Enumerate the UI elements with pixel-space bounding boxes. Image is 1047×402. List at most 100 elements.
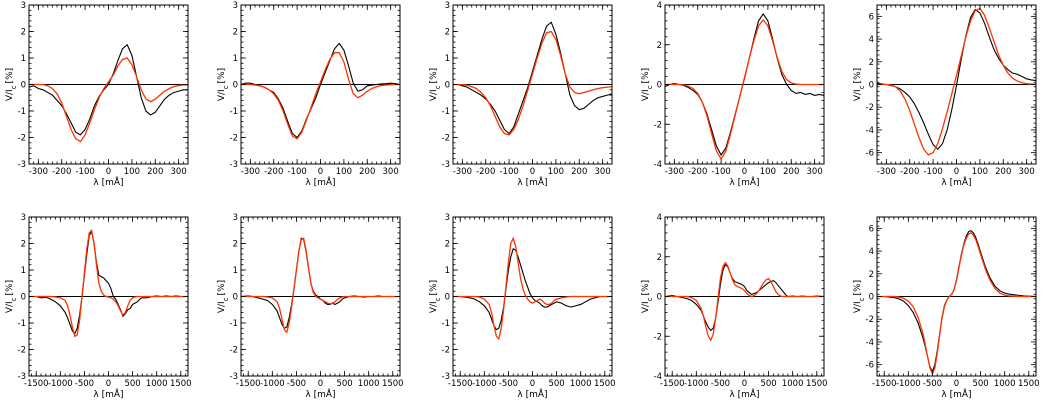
x-tick-label: 300 — [595, 167, 611, 177]
x-tick-label: 1500 — [1018, 379, 1040, 389]
y-tick-label: -2 — [442, 134, 450, 144]
x-tick-label: 500 — [336, 379, 352, 389]
x-tick-label: -1500 — [236, 379, 261, 389]
y-tick-label: 6 — [869, 12, 874, 22]
x-tick-label: -200 — [900, 167, 919, 177]
x-tick-label: 1000 — [358, 379, 380, 389]
model-profile-line — [453, 236, 612, 341]
x-tick-label: 200 — [359, 167, 375, 177]
chart-panel-5: -300 -200 -100 0 100 200 300 -6 -4 -2 0 2 4 6 λ [mÅ] V/… — [853, 4, 1037, 188]
y-tick-label: -2 — [442, 346, 450, 356]
y-tick-label: -1 — [18, 107, 26, 117]
x-tick-label: 1500 — [806, 379, 828, 389]
x-tick-label: 0 — [954, 167, 959, 177]
x-tick-label: 100 — [336, 167, 352, 177]
x-tick-label: -1000 — [472, 379, 497, 389]
x-tick-label: 1500 — [170, 379, 192, 389]
y-tick-label: -2 — [866, 315, 874, 325]
y-axis-label: V/Ic[%] — [217, 280, 230, 313]
x-tick-label: -500 — [923, 379, 942, 389]
y-tick-label: 3 — [21, 213, 26, 223]
x-tick-label: 300 — [383, 167, 399, 177]
y-tick-label: 0 — [445, 293, 450, 303]
y-axis-label: V/Ic[%] — [853, 68, 866, 101]
y-tick-label: 2 — [445, 240, 450, 250]
y-axis-label: V/Ic[%] — [5, 280, 18, 313]
x-tick-label: 1500 — [594, 379, 616, 389]
x-tick-label: -500 — [75, 379, 94, 389]
chart-panel-1: -300 -200 -100 0 100 200 300 -3 -2 -1 0 1 2 3 λ [mÅ] V/… — [5, 1, 189, 188]
y-tick-label: -2 — [866, 103, 874, 113]
observed-profile-line — [29, 43, 188, 136]
y-tick-label: -2 — [18, 134, 26, 144]
x-tick-label: 1000 — [146, 379, 168, 389]
x-tick-label: 200 — [571, 167, 587, 177]
observed-profile-line — [877, 229, 1036, 373]
y-tick-label: -6 — [866, 149, 874, 159]
observed-profile-line — [29, 230, 188, 335]
x-tick-label: -100 — [287, 167, 306, 177]
x-tick-label: -1500 — [24, 379, 49, 389]
y-axis-label: V/Ic[%] — [429, 68, 442, 101]
y-tick-label: 2 — [869, 270, 874, 280]
y-tick-label: -4 — [654, 160, 662, 170]
y-tick-label: 0 — [445, 81, 450, 91]
x-tick-label: 1500 — [382, 379, 404, 389]
y-tick-label: 1 — [445, 266, 450, 276]
y-tick-label: -1 — [18, 319, 26, 329]
y-tick-label: 1 — [233, 54, 238, 64]
x-axis-label: λ [mÅ] — [517, 388, 547, 400]
x-tick-label: -200 — [688, 167, 707, 177]
y-tick-label: -6 — [866, 361, 874, 371]
y-tick-label: 0 — [657, 293, 662, 303]
y-tick-label: 2 — [233, 240, 238, 250]
y-axis-label: V/Ic[%] — [217, 68, 230, 101]
y-axis-label: V/Ic[%] — [5, 68, 18, 101]
model-profile-line — [665, 261, 824, 342]
x-tick-label: 100 — [760, 167, 776, 177]
y-tick-label: 2 — [657, 41, 662, 51]
x-tick-label: -1000 — [896, 379, 921, 389]
model-profile-line — [453, 30, 612, 136]
y-tick-label: 0 — [657, 81, 662, 91]
model-profile-line — [29, 228, 188, 338]
x-tick-label: 0 — [530, 167, 535, 177]
x-axis-label: λ [mÅ] — [941, 176, 971, 188]
y-tick-label: 1 — [21, 266, 26, 276]
x-tick-label: 0 — [106, 379, 111, 389]
chart-panel-3: -300 -200 -100 0 100 200 300 -3 -2 -1 0 1 2 3 λ [mÅ] V/… — [429, 1, 613, 188]
x-axis-label: λ [mÅ] — [941, 388, 971, 400]
chart-panel-8: -1500 -1000 -500 0 500 1000 1500 -3 -2 -1 0 1 2 3 λ [m… — [429, 213, 616, 400]
chart-panel-2: -300 -200 -100 0 100 200 300 -3 -2 -1 0 1 2 3 λ [mÅ] V/… — [217, 1, 401, 188]
x-tick-label: 500 — [548, 379, 564, 389]
y-tick-label: 0 — [21, 81, 26, 91]
y-tick-label: -3 — [442, 160, 450, 170]
x-tick-label: -100 — [75, 167, 94, 177]
x-tick-label: 0 — [742, 379, 747, 389]
x-tick-label: -300 — [453, 167, 472, 177]
y-tick-label: 0 — [233, 81, 238, 91]
y-axis-label: V/Ic[%] — [641, 280, 654, 313]
x-tick-label: 100 — [548, 167, 564, 177]
observed-profile-line — [453, 21, 612, 135]
y-tick-label: -3 — [230, 160, 238, 170]
y-tick-label: 2 — [869, 58, 874, 68]
y-tick-label: 2 — [445, 28, 450, 38]
x-tick-label: -200 — [52, 167, 71, 177]
y-tick-label: -3 — [18, 372, 26, 382]
x-tick-label: -200 — [476, 167, 495, 177]
x-axis-label: λ [mÅ] — [305, 176, 335, 188]
y-tick-label: 2 — [657, 253, 662, 263]
y-tick-label: -4 — [654, 372, 662, 382]
x-tick-label: -300 — [241, 167, 260, 177]
y-tick-label: 4 — [869, 35, 874, 45]
x-tick-label: -1000 — [48, 379, 73, 389]
x-axis-label: λ [mÅ] — [729, 176, 759, 188]
x-tick-label: -100 — [711, 167, 730, 177]
x-tick-label: 1000 — [994, 379, 1016, 389]
x-axis-label: λ [mÅ] — [517, 176, 547, 188]
x-axis-label: λ [mÅ] — [93, 176, 123, 188]
y-tick-label: 2 — [233, 28, 238, 38]
x-tick-label: -500 — [499, 379, 518, 389]
x-tick-label: 500 — [760, 379, 776, 389]
